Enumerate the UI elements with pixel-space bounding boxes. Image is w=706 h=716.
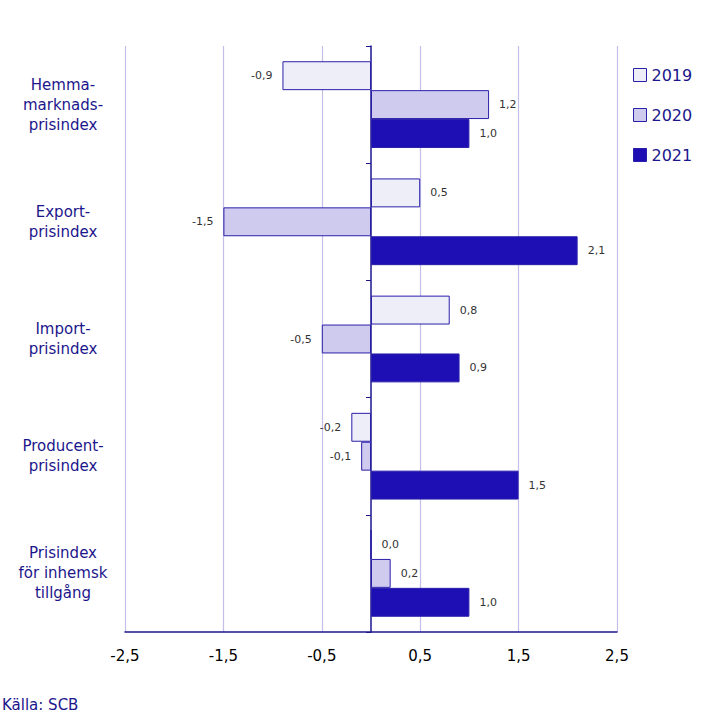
svg-text:1,0: 1,0 bbox=[479, 596, 497, 609]
svg-text:-0,5: -0,5 bbox=[290, 333, 311, 346]
svg-text:Import-: Import- bbox=[35, 320, 90, 338]
svg-text:2,1: 2,1 bbox=[588, 244, 606, 257]
svg-text:Hemma-: Hemma- bbox=[31, 76, 95, 94]
svg-text:0,2: 0,2 bbox=[401, 567, 419, 580]
svg-text:0,5: 0,5 bbox=[430, 186, 448, 199]
svg-text:-0,1: -0,1 bbox=[330, 450, 351, 463]
svg-text:1,2: 1,2 bbox=[499, 98, 516, 111]
svg-text:prisindex: prisindex bbox=[29, 116, 98, 134]
svg-text:prisindex: prisindex bbox=[29, 340, 98, 358]
svg-text:Export-: Export- bbox=[36, 203, 91, 221]
svg-text:1,5: 1,5 bbox=[529, 479, 547, 492]
svg-text:2,5: 2,5 bbox=[605, 647, 629, 665]
svg-text:0,8: 0,8 bbox=[460, 304, 478, 317]
svg-text:Källa: SCB: Källa: SCB bbox=[2, 696, 78, 714]
svg-text:0,9: 0,9 bbox=[470, 361, 488, 374]
svg-text:prisindex: prisindex bbox=[29, 223, 98, 241]
svg-text:-0,5: -0,5 bbox=[307, 647, 336, 665]
svg-text:2020: 2020 bbox=[652, 106, 693, 125]
svg-text:-1,5: -1,5 bbox=[192, 215, 213, 228]
svg-text:1,5: 1,5 bbox=[507, 647, 531, 665]
svg-text:tillgång: tillgång bbox=[35, 584, 91, 602]
svg-text:Producent-: Producent- bbox=[22, 437, 103, 455]
svg-text:-0,2: -0,2 bbox=[320, 421, 341, 434]
svg-text:marknads-: marknads- bbox=[23, 96, 103, 114]
svg-text:-2,5: -2,5 bbox=[110, 647, 139, 665]
svg-text:2019: 2019 bbox=[652, 66, 693, 85]
svg-text:2021: 2021 bbox=[652, 146, 693, 165]
svg-text:1,0: 1,0 bbox=[479, 127, 497, 140]
svg-text:Prisindex: Prisindex bbox=[29, 544, 97, 562]
svg-text:0,0: 0,0 bbox=[382, 538, 400, 551]
svg-text:för inhemsk: för inhemsk bbox=[19, 564, 108, 582]
svg-text:prisindex: prisindex bbox=[29, 457, 98, 475]
svg-text:-1,5: -1,5 bbox=[209, 647, 238, 665]
svg-text:-0,9: -0,9 bbox=[251, 69, 272, 82]
svg-text:0,5: 0,5 bbox=[408, 647, 432, 665]
